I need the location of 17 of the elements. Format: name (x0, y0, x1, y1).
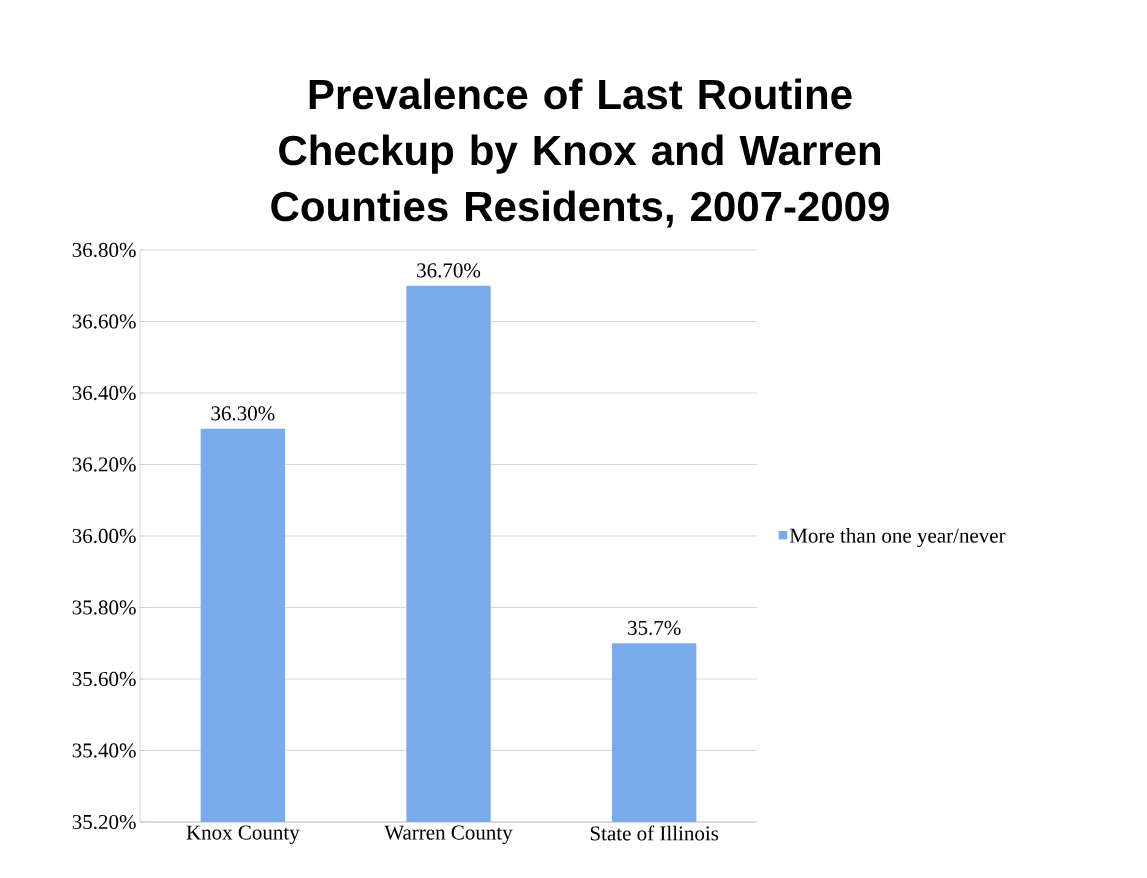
y-tick-label: 35.20% (72, 814, 136, 830)
data-label: 36.30% (211, 406, 275, 421)
y-tick-label: 35.40% (72, 743, 136, 758)
y-tick-label: 36.20% (72, 457, 136, 472)
y-tick-label: 36.00% (72, 528, 136, 544)
y-tick-label: 36.40% (72, 385, 136, 401)
y-tick-label: 36.80% (72, 242, 136, 258)
y-tick-label: 36.60% (72, 314, 136, 329)
chart-title: Prevalence of Last Routine Checkup by Knox and Warren Counties Residents, 2007-2009 (271, 78, 889, 228)
x-tick-label: Knox County (186, 825, 300, 844)
data-label: 35.7% (628, 620, 681, 636)
x-tick-label: State of Illinois (590, 825, 719, 841)
y-tick-label: 35.80% (72, 600, 136, 615)
legend-label: More than one year/never (789, 527, 1006, 548)
data-label: 36.70% (417, 263, 481, 278)
x-tick-label: Warren County (384, 825, 513, 844)
y-tick-label: 35.60% (72, 671, 136, 687)
